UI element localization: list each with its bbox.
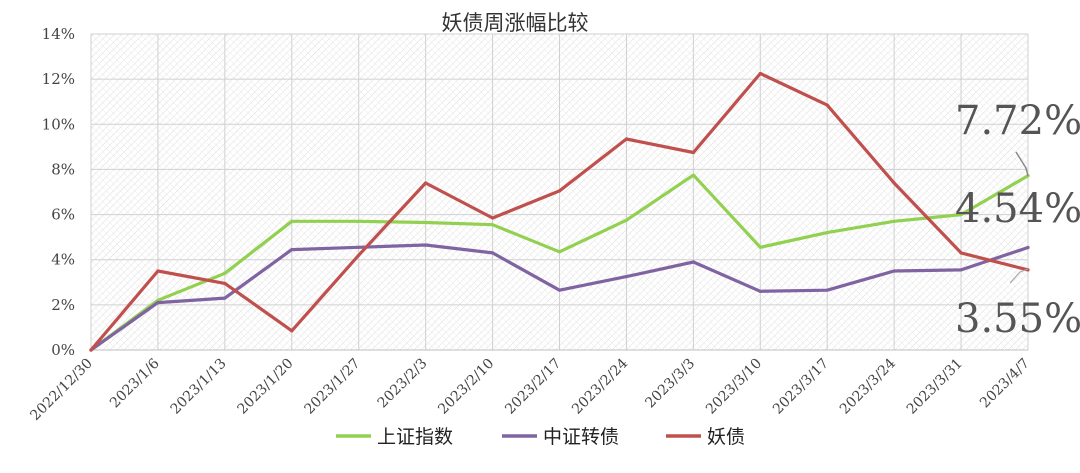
- series-1-point: [156, 301, 160, 305]
- series-1-point: [490, 251, 495, 255]
- series-2-point: [223, 281, 227, 286]
- series-1-point: [1026, 245, 1030, 250]
- series-2-point: [89, 348, 93, 352]
- series-2-point: [691, 150, 695, 155]
- legend-label-yaozhai: 妖债: [707, 426, 745, 448]
- series-0-point: [892, 219, 896, 223]
- x-tick-label: 2023/1/6: [107, 355, 163, 411]
- annotation-cb-index: 4.54%: [955, 186, 1080, 232]
- series-2-point: [424, 181, 428, 185]
- series-1-point: [691, 260, 695, 264]
- x-tick-label: 2023/2/10: [435, 356, 497, 418]
- series-1-point: [290, 247, 294, 252]
- x-tick-label: 2023/1/27: [301, 356, 363, 418]
- series-0-point: [223, 271, 227, 275]
- legend-label-shanghai: 上证指数: [377, 426, 453, 448]
- series-2-point: [825, 103, 829, 107]
- x-tick-label: 2023/4/7: [977, 356, 1033, 412]
- series-1-point: [223, 296, 227, 300]
- series-1-point: [892, 269, 896, 273]
- series-2-point: [156, 269, 160, 273]
- series-0-point: [624, 218, 629, 222]
- y-tick-label: 14%: [42, 25, 75, 43]
- y-tick-label: 2%: [51, 296, 75, 314]
- series-1-point: [758, 289, 762, 293]
- series-2-point: [557, 189, 562, 193]
- x-tick-label: 2023/3/10: [703, 356, 765, 418]
- series-0-point: [758, 245, 762, 249]
- x-tick-label: 2023/2/17: [502, 356, 564, 418]
- grid-layer: [90, 33, 1029, 351]
- x-tick-label: 2023/2/24: [569, 355, 631, 417]
- series-0-point: [691, 173, 695, 177]
- series-1-point: [557, 288, 562, 292]
- y-tick-label: 0%: [51, 341, 75, 359]
- x-tick-label: 2023/1/13: [168, 356, 230, 418]
- x-tick-label: 2023/3/24: [837, 355, 899, 417]
- callout-leader-7-72: [1015, 151, 1029, 177]
- series-1-point: [624, 275, 629, 279]
- series-1-point: [357, 245, 361, 249]
- series-2-point: [959, 251, 963, 255]
- series-2-point: [357, 253, 361, 257]
- x-tick-label: 2023/3/3: [642, 356, 698, 412]
- series-0-point: [290, 219, 294, 223]
- series-1-point: [825, 288, 829, 292]
- x-tick-label: 2023/3/31: [904, 356, 966, 418]
- y-tick-label: 10%: [42, 115, 75, 133]
- series-0-point: [490, 223, 495, 227]
- series-2-point: [290, 329, 294, 333]
- series-2-point: [624, 137, 629, 141]
- x-tick-label: 2023/1/20: [235, 356, 297, 418]
- series-0-point: [825, 231, 829, 235]
- annotation-yaozhai: 3.55%: [955, 296, 1080, 342]
- series-0-point: [357, 219, 361, 223]
- y-tick-label: 12%: [42, 70, 75, 88]
- series-layer: [89, 71, 1030, 352]
- series-0-point: [557, 250, 562, 254]
- series-1-point: [424, 243, 428, 247]
- annotation-shanghai: 7.72%: [955, 98, 1080, 144]
- series-1-point: [959, 268, 963, 272]
- y-tick-label: 6%: [51, 206, 75, 224]
- x-tick-label: 2023/3/17: [770, 356, 832, 418]
- annotation-layer: 7.72% 4.54% 3.55%: [955, 98, 1080, 342]
- legend-label-cb-index: 中证转债: [543, 426, 619, 448]
- x-tick-label: 2022/12/30: [27, 356, 95, 424]
- y-tick-label: 4%: [51, 251, 75, 269]
- series-0-point: [959, 212, 963, 217]
- y-tick-label: 8%: [51, 160, 75, 178]
- series-0-point: [424, 220, 428, 225]
- chart-title: 妖债周涨幅比较: [442, 11, 589, 35]
- series-2-point: [758, 71, 762, 76]
- legend: 上证指数 中证转债 妖债: [336, 426, 745, 448]
- series-2-point: [490, 216, 495, 220]
- callout-leader-3-55: [1009, 268, 1029, 284]
- series-2-point: [892, 181, 896, 185]
- x-tick-label: 2023/2/3: [375, 356, 431, 412]
